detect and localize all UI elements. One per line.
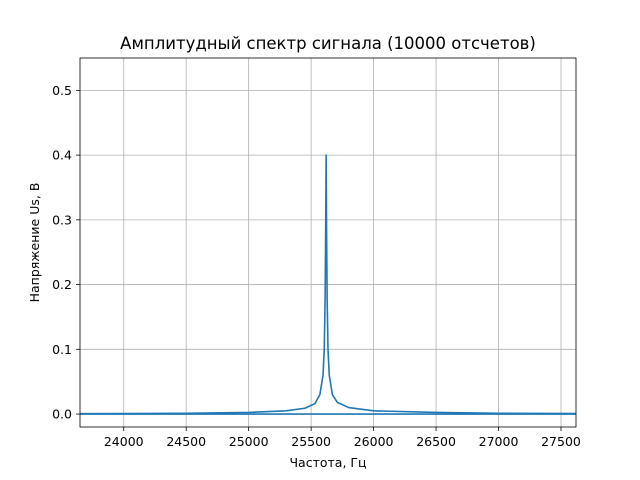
x-axis-label: Частота, Гц: [289, 455, 366, 470]
x-tick-label: 27500: [541, 434, 581, 449]
plot-frame: [79, 57, 577, 428]
x-tick-label: 25000: [229, 434, 269, 449]
y-tick-label: 0.5: [52, 83, 72, 98]
y-axis-label: Напряжение Us, В: [27, 183, 42, 303]
y-tick-label: 0.4: [52, 148, 72, 163]
x-tick-label: 26500: [416, 434, 456, 449]
y-tick-label: 0.2: [52, 277, 72, 292]
x-tick-label: 24000: [104, 434, 144, 449]
y-tick-label: 0.3: [52, 212, 72, 227]
x-tick-label: 27000: [479, 434, 519, 449]
series-layer: [79, 154, 577, 415]
y-tick-label: 0.0: [52, 407, 72, 422]
chart-title: Амплитудный спектр сигнала (10000 отсчет…: [120, 34, 536, 53]
ticks: 24000 24500 25000 25500 26000 26500 27000 27500…: [52, 83, 581, 449]
x-tick-label: 25500: [291, 434, 331, 449]
plot-area-background: [80, 58, 576, 427]
x-tick-label: 24500: [166, 434, 206, 449]
x-tick-label: 26000: [354, 434, 394, 449]
spectrum-series-line: [79, 154, 577, 415]
y-tick-label: 0.1: [52, 342, 72, 357]
